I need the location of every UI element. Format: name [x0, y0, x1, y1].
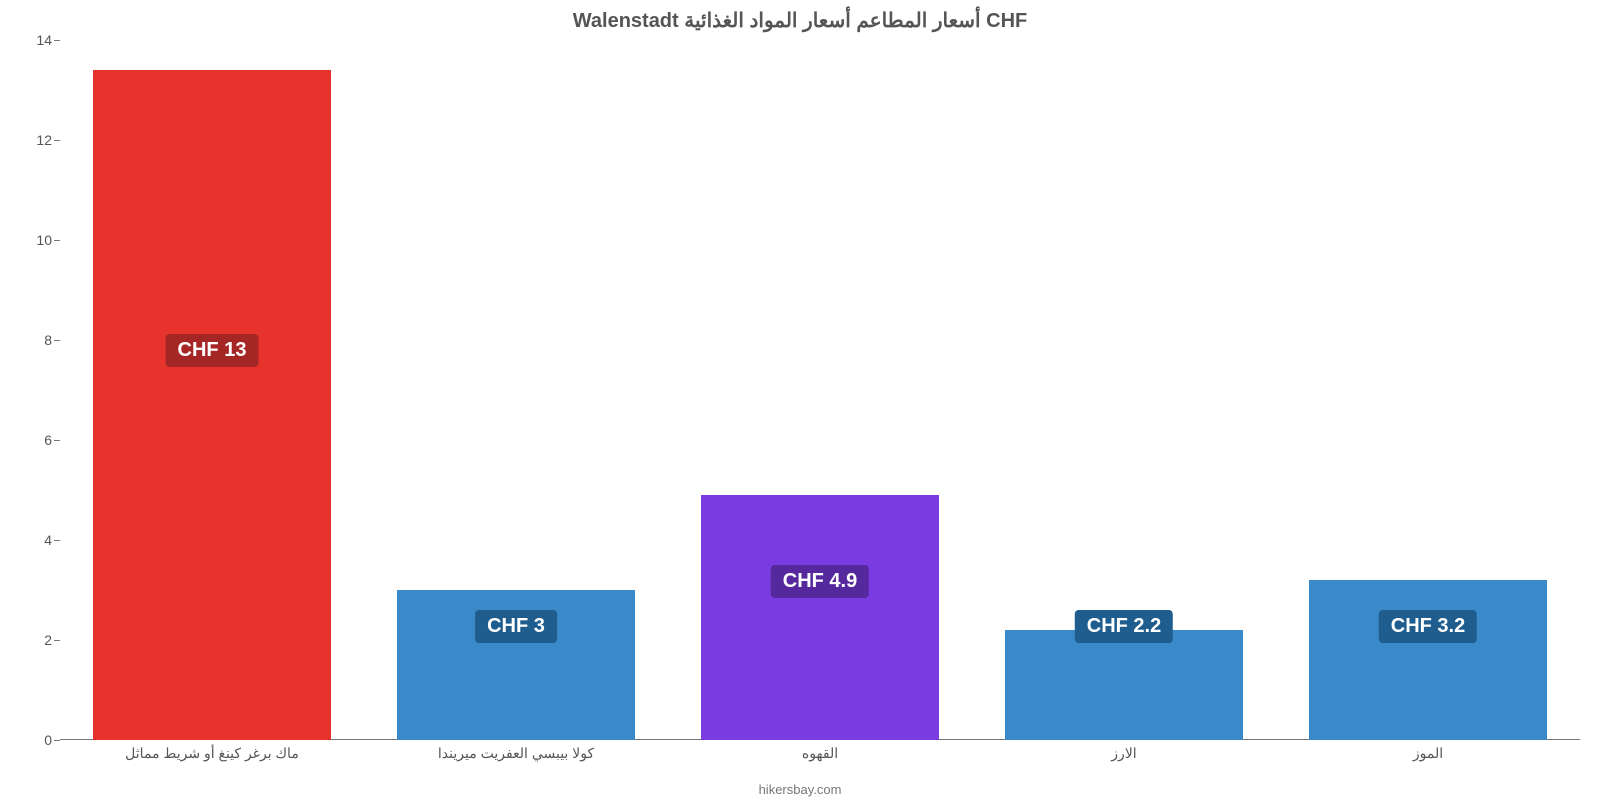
bar-chart-container: Walenstadt أسعار المطاعم أسعار المواد ال…	[0, 0, 1600, 800]
y-tick-label: 14	[12, 32, 52, 48]
chart-bar	[701, 495, 938, 740]
y-tick-label: 8	[12, 332, 52, 348]
y-tick-mark	[54, 540, 60, 541]
bar-value-label: CHF 4.9	[771, 565, 869, 598]
attribution-text: hikersbay.com	[0, 782, 1600, 797]
y-tick-mark	[54, 740, 60, 741]
chart-title: Walenstadt أسعار المطاعم أسعار المواد ال…	[0, 8, 1600, 33]
y-tick-mark	[54, 240, 60, 241]
x-tick-label: كولا بيبسي العفريت ميريندا	[438, 745, 594, 762]
y-tick-mark	[54, 640, 60, 641]
y-tick-mark	[54, 440, 60, 441]
chart-bar	[1005, 630, 1242, 740]
y-tick-label: 2	[12, 632, 52, 648]
y-tick-mark	[54, 140, 60, 141]
chart-bar	[93, 70, 330, 740]
x-tick-label: الارز	[1111, 745, 1136, 762]
y-tick-label: 6	[12, 432, 52, 448]
x-tick-label: ماك برغر كينغ أو شريط مماثل	[125, 745, 299, 762]
x-tick-label: الموز	[1413, 745, 1443, 762]
x-tick-label: القهوه	[802, 745, 838, 762]
bar-value-label: CHF 2.2	[1075, 610, 1173, 643]
y-tick-mark	[54, 340, 60, 341]
chart-bar	[1309, 580, 1546, 740]
bar-value-label: CHF 3.2	[1379, 610, 1477, 643]
bar-value-label: CHF 3	[475, 610, 557, 643]
y-tick-label: 4	[12, 532, 52, 548]
y-tick-label: 10	[12, 232, 52, 248]
y-tick-label: 12	[12, 132, 52, 148]
bar-value-label: CHF 13	[166, 334, 259, 367]
y-tick-mark	[54, 40, 60, 41]
y-tick-label: 0	[12, 732, 52, 748]
